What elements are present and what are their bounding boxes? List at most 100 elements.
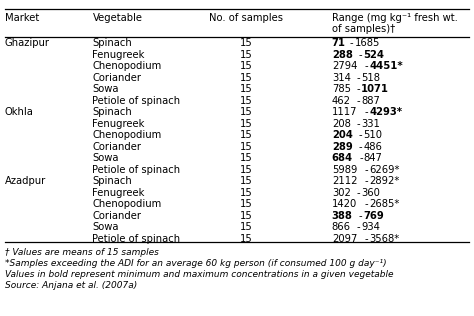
Text: -: - bbox=[365, 107, 368, 117]
Text: 887: 887 bbox=[361, 96, 380, 106]
Text: 4293*: 4293* bbox=[369, 107, 402, 117]
Text: 15: 15 bbox=[240, 211, 253, 221]
Text: -: - bbox=[365, 234, 368, 244]
Text: -: - bbox=[356, 84, 360, 94]
Text: 388: 388 bbox=[332, 211, 353, 221]
Text: Source: Anjana et al. (2007a): Source: Anjana et al. (2007a) bbox=[5, 281, 137, 290]
Text: -: - bbox=[359, 211, 362, 221]
Text: -: - bbox=[356, 222, 360, 232]
Text: 934: 934 bbox=[361, 222, 380, 232]
Text: 5989: 5989 bbox=[332, 165, 357, 175]
Text: 2794: 2794 bbox=[332, 61, 357, 71]
Text: 15: 15 bbox=[240, 222, 253, 232]
Text: Coriander: Coriander bbox=[92, 73, 141, 83]
Text: -: - bbox=[356, 119, 360, 129]
Text: 314: 314 bbox=[332, 73, 351, 83]
Text: 15: 15 bbox=[240, 73, 253, 83]
Text: 71: 71 bbox=[332, 38, 346, 48]
Text: 15: 15 bbox=[240, 107, 253, 117]
Text: Vegetable: Vegetable bbox=[92, 13, 142, 23]
Text: 15: 15 bbox=[240, 84, 253, 94]
Text: Spinach: Spinach bbox=[92, 176, 132, 186]
Text: -: - bbox=[358, 142, 362, 152]
Text: 15: 15 bbox=[240, 61, 253, 71]
Text: Fenugreek: Fenugreek bbox=[92, 119, 145, 129]
Text: -: - bbox=[356, 73, 360, 83]
Text: 15: 15 bbox=[240, 96, 253, 106]
Text: 15: 15 bbox=[240, 176, 253, 186]
Text: 302: 302 bbox=[332, 188, 351, 198]
Text: -: - bbox=[365, 176, 368, 186]
Text: 1071: 1071 bbox=[361, 84, 389, 94]
Text: -: - bbox=[350, 38, 354, 48]
Text: 1117: 1117 bbox=[332, 107, 357, 117]
Text: Market: Market bbox=[5, 13, 39, 23]
Text: 847: 847 bbox=[364, 153, 383, 163]
Text: Chenopodium: Chenopodium bbox=[92, 131, 162, 140]
Text: -: - bbox=[365, 165, 368, 175]
Text: 15: 15 bbox=[240, 199, 253, 210]
Text: 288: 288 bbox=[332, 50, 353, 60]
Text: Ghazipur: Ghazipur bbox=[5, 38, 50, 48]
Text: Sowa: Sowa bbox=[92, 153, 119, 163]
Text: 15: 15 bbox=[240, 50, 253, 60]
Text: *Samples exceeding the ADI for an average 60 kg person (if consumed 100 g day⁻¹): *Samples exceeding the ADI for an averag… bbox=[5, 259, 386, 268]
Text: 2097: 2097 bbox=[332, 234, 357, 244]
Text: 684: 684 bbox=[332, 153, 353, 163]
Text: Azadpur: Azadpur bbox=[5, 176, 46, 186]
Text: 510: 510 bbox=[364, 131, 383, 140]
Text: 15: 15 bbox=[240, 234, 253, 244]
Text: 15: 15 bbox=[240, 38, 253, 48]
Text: 204: 204 bbox=[332, 131, 353, 140]
Text: 289: 289 bbox=[332, 142, 353, 152]
Text: Petiole of spinach: Petiole of spinach bbox=[92, 165, 181, 175]
Text: -: - bbox=[356, 96, 360, 106]
Text: 331: 331 bbox=[361, 119, 380, 129]
Text: 15: 15 bbox=[240, 142, 253, 152]
Text: 15: 15 bbox=[240, 131, 253, 140]
Text: Chenopodium: Chenopodium bbox=[92, 61, 162, 71]
Text: 769: 769 bbox=[364, 211, 384, 221]
Text: -: - bbox=[365, 61, 368, 71]
Text: 1685: 1685 bbox=[355, 38, 380, 48]
Text: † Values are means of 15 samples: † Values are means of 15 samples bbox=[5, 248, 159, 257]
Text: 15: 15 bbox=[240, 119, 253, 129]
Text: No. of samples: No. of samples bbox=[210, 13, 283, 23]
Text: 2892*: 2892* bbox=[369, 176, 400, 186]
Text: 518: 518 bbox=[361, 73, 380, 83]
Text: 524: 524 bbox=[364, 50, 384, 60]
Text: Okhla: Okhla bbox=[5, 107, 34, 117]
Text: 360: 360 bbox=[361, 188, 380, 198]
Text: -: - bbox=[365, 199, 368, 210]
Text: 462: 462 bbox=[332, 96, 351, 106]
Text: 2685*: 2685* bbox=[369, 199, 400, 210]
Text: 486: 486 bbox=[363, 142, 382, 152]
Text: 2112: 2112 bbox=[332, 176, 357, 186]
Text: Spinach: Spinach bbox=[92, 38, 132, 48]
Text: Spinach: Spinach bbox=[92, 107, 132, 117]
Text: -: - bbox=[359, 153, 363, 163]
Text: Sowa: Sowa bbox=[92, 84, 119, 94]
Text: Fenugreek: Fenugreek bbox=[92, 50, 145, 60]
Text: Fenugreek: Fenugreek bbox=[92, 188, 145, 198]
Text: -: - bbox=[359, 131, 362, 140]
Text: 208: 208 bbox=[332, 119, 351, 129]
Text: Petiole of spinach: Petiole of spinach bbox=[92, 96, 181, 106]
Text: 866: 866 bbox=[332, 222, 351, 232]
Text: Coriander: Coriander bbox=[92, 211, 141, 221]
Text: 15: 15 bbox=[240, 153, 253, 163]
Text: 6269*: 6269* bbox=[369, 165, 400, 175]
Text: 3568*: 3568* bbox=[369, 234, 400, 244]
Text: Values in bold represent minimum and maximum concentrations in a given vegetable: Values in bold represent minimum and max… bbox=[5, 270, 393, 279]
Text: 1420: 1420 bbox=[332, 199, 357, 210]
Text: Chenopodium: Chenopodium bbox=[92, 199, 162, 210]
Text: Petiole of spinach: Petiole of spinach bbox=[92, 234, 181, 244]
Text: Range (mg kg⁻¹ fresh wt.
of samples)†: Range (mg kg⁻¹ fresh wt. of samples)† bbox=[332, 13, 458, 34]
Text: Sowa: Sowa bbox=[92, 222, 119, 232]
Text: 4451*: 4451* bbox=[369, 61, 403, 71]
Text: -: - bbox=[359, 50, 362, 60]
Text: -: - bbox=[356, 188, 360, 198]
Text: Coriander: Coriander bbox=[92, 142, 141, 152]
Text: 785: 785 bbox=[332, 84, 351, 94]
Text: 15: 15 bbox=[240, 165, 253, 175]
